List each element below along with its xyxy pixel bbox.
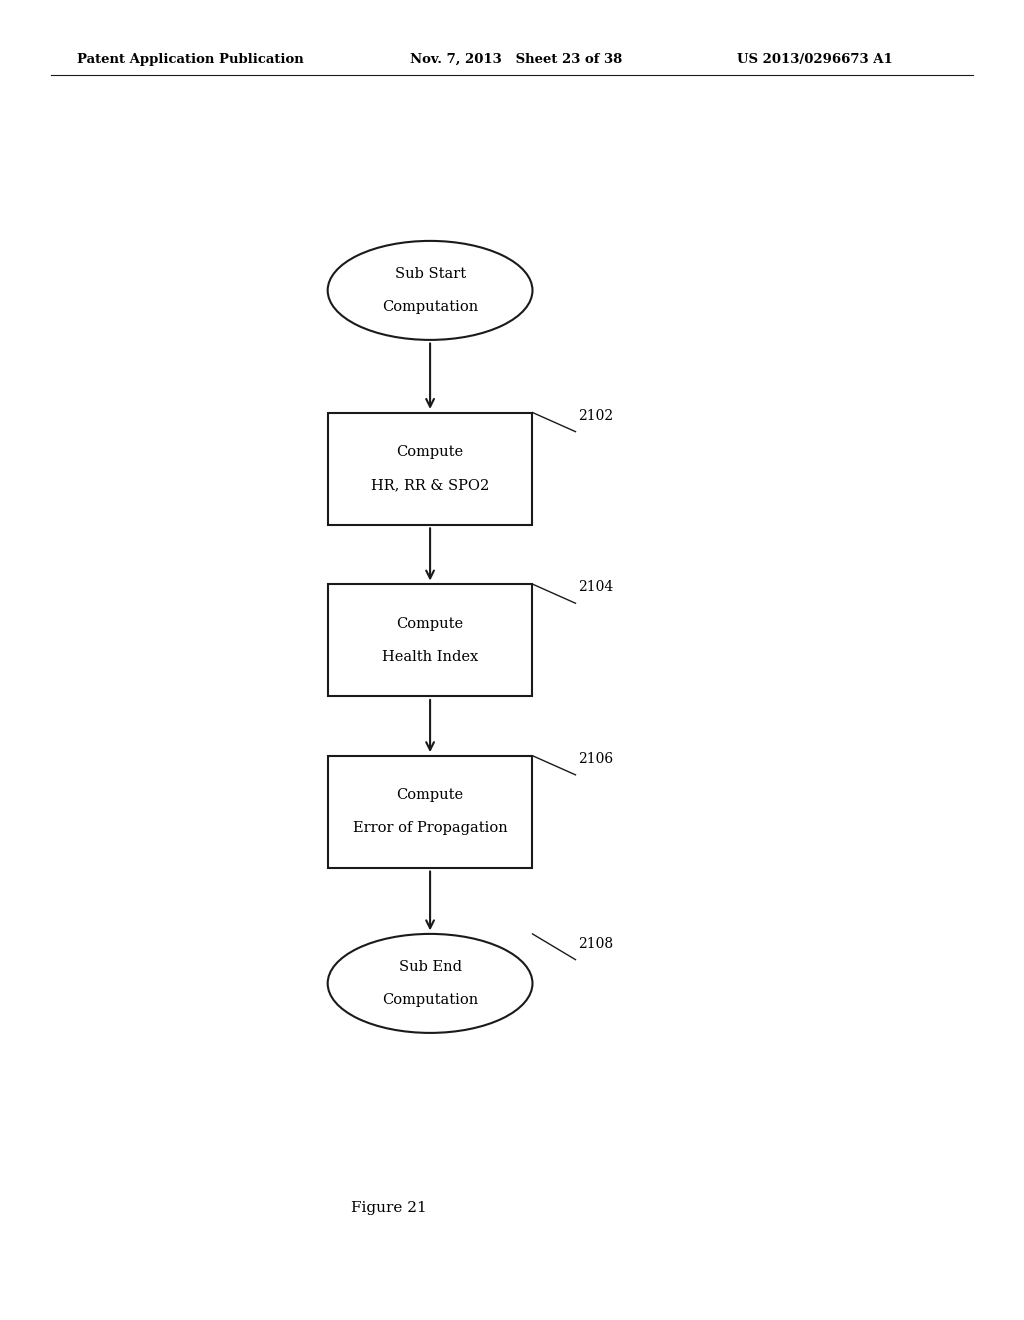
- Text: Sub End: Sub End: [398, 960, 462, 974]
- Text: 2106: 2106: [579, 752, 613, 766]
- Text: HR, RR & SPO2: HR, RR & SPO2: [371, 478, 489, 492]
- Text: Compute: Compute: [396, 788, 464, 803]
- Text: Compute: Compute: [396, 616, 464, 631]
- Text: 2104: 2104: [579, 581, 613, 594]
- Text: Nov. 7, 2013   Sheet 23 of 38: Nov. 7, 2013 Sheet 23 of 38: [410, 53, 622, 66]
- Text: 2108: 2108: [579, 937, 613, 950]
- Text: Computation: Computation: [382, 993, 478, 1007]
- Text: Compute: Compute: [396, 445, 464, 459]
- Text: Health Index: Health Index: [382, 649, 478, 664]
- Text: Error of Propagation: Error of Propagation: [352, 821, 508, 836]
- Text: US 2013/0296673 A1: US 2013/0296673 A1: [737, 53, 893, 66]
- Text: 2102: 2102: [579, 409, 613, 422]
- Text: Sub Start: Sub Start: [394, 267, 466, 281]
- Text: Computation: Computation: [382, 300, 478, 314]
- Text: Figure 21: Figure 21: [351, 1201, 427, 1214]
- Text: Patent Application Publication: Patent Application Publication: [77, 53, 303, 66]
